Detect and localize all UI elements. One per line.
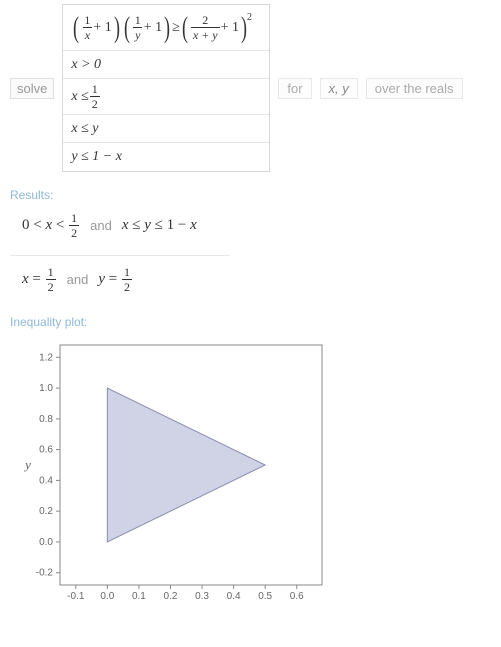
frac-num: 1 xyxy=(90,83,100,96)
constraint-y-le: y ≤ 1 − x xyxy=(63,143,269,171)
frac-den: 2 xyxy=(90,96,100,110)
r2-x: x xyxy=(22,271,29,287)
frac-den: 2 xyxy=(46,279,56,293)
frac-den: 2 xyxy=(122,279,132,293)
svg-text:1.2: 1.2 xyxy=(39,352,53,363)
frac-num: 1 xyxy=(69,212,79,225)
r1-lt: < xyxy=(52,217,68,233)
result-divider xyxy=(10,255,230,256)
svg-text:-0.1: -0.1 xyxy=(67,591,85,602)
frac-num: 1 xyxy=(46,266,56,279)
plot-section-label: Inequality plot: xyxy=(0,303,501,335)
svg-text:y: y xyxy=(23,457,31,472)
r1-pre: 0 < xyxy=(22,217,45,233)
over-reals-label: over the reals xyxy=(366,78,463,99)
result-2: x = 12 and y = 12 xyxy=(0,262,501,303)
svg-text:0.4: 0.4 xyxy=(227,591,241,602)
solve-label: solve xyxy=(10,78,54,99)
frac-num: 1 xyxy=(122,266,132,279)
query-row: solve ( 1x + 1 ) ( 1y + 1 ) ≥ ( 2x + y +… xyxy=(0,0,501,176)
plus-one: + 1 xyxy=(93,20,111,36)
for-label: for xyxy=(278,78,311,99)
r2-eq2: = xyxy=(105,271,121,287)
svg-text:0.0: 0.0 xyxy=(100,591,114,602)
frac-num: 1 xyxy=(82,14,92,27)
plus-one: + 1 xyxy=(144,20,162,36)
exponent: 2 xyxy=(247,12,252,23)
svg-text:1.0: 1.0 xyxy=(39,383,53,394)
constraint-x-le-y: x ≤ y xyxy=(63,115,269,143)
svg-text:0.2: 0.2 xyxy=(39,506,53,517)
constraint-x-pos: x > 0 xyxy=(63,51,269,79)
svg-text:0.2: 0.2 xyxy=(164,591,178,602)
plot-svg: -0.1 0.0 0.1 0.2 0.3 0.4 0.5 0.6 -0.2 0.0 0.2 0.4 0.… xyxy=(18,339,328,607)
svg-text:0.1: 0.1 xyxy=(132,591,146,602)
c3-lhs: x ≤ xyxy=(71,89,88,105)
results-section-label: Results: xyxy=(0,176,501,208)
frac-den: y xyxy=(133,27,142,41)
svg-text:-0.2: -0.2 xyxy=(36,568,54,579)
svg-text:0.0: 0.0 xyxy=(39,537,53,548)
and-word: and xyxy=(86,218,116,233)
inequality-plot: -0.1 0.0 0.1 0.2 0.3 0.4 0.5 0.6 -0.2 0.0 0.2 0.4 0.… xyxy=(0,335,501,615)
svg-text:0.4: 0.4 xyxy=(39,475,53,486)
svg-text:0.3: 0.3 xyxy=(195,591,209,602)
constraint-main-inequality: ( 1x + 1 ) ( 1y + 1 ) ≥ ( 2x + y + 1 ) 2 xyxy=(63,5,269,51)
svg-text:0.5: 0.5 xyxy=(258,591,272,602)
r2-eq1: = xyxy=(29,271,45,287)
r2-y: y xyxy=(98,271,105,287)
frac-num: 1 xyxy=(133,14,143,27)
ge-sign: ≥ xyxy=(172,20,180,36)
frac-den: x xyxy=(83,27,92,41)
vars-label: x, y xyxy=(320,78,358,99)
constraints-box: ( 1x + 1 ) ( 1y + 1 ) ≥ ( 2x + y + 1 ) 2… xyxy=(62,4,270,172)
constraint-x-le-half: x ≤ 12 xyxy=(63,79,269,115)
r1b-end: x xyxy=(190,217,197,233)
and-word: and xyxy=(63,272,93,287)
r1b-post: ≤ 1 − xyxy=(151,217,190,233)
svg-text:0.6: 0.6 xyxy=(39,445,53,456)
frac-num: 2 xyxy=(200,14,210,27)
frac-den: x + y xyxy=(191,27,220,41)
plus-one: + 1 xyxy=(221,20,239,36)
r1b-y: y xyxy=(144,217,151,233)
svg-text:0.6: 0.6 xyxy=(290,591,304,602)
frac-den: 2 xyxy=(69,225,79,239)
svg-text:0.8: 0.8 xyxy=(39,414,53,425)
r1b-le1: ≤ xyxy=(128,217,144,233)
result-1: 0 < x < 12 and x ≤ y ≤ 1 − x xyxy=(0,208,501,249)
